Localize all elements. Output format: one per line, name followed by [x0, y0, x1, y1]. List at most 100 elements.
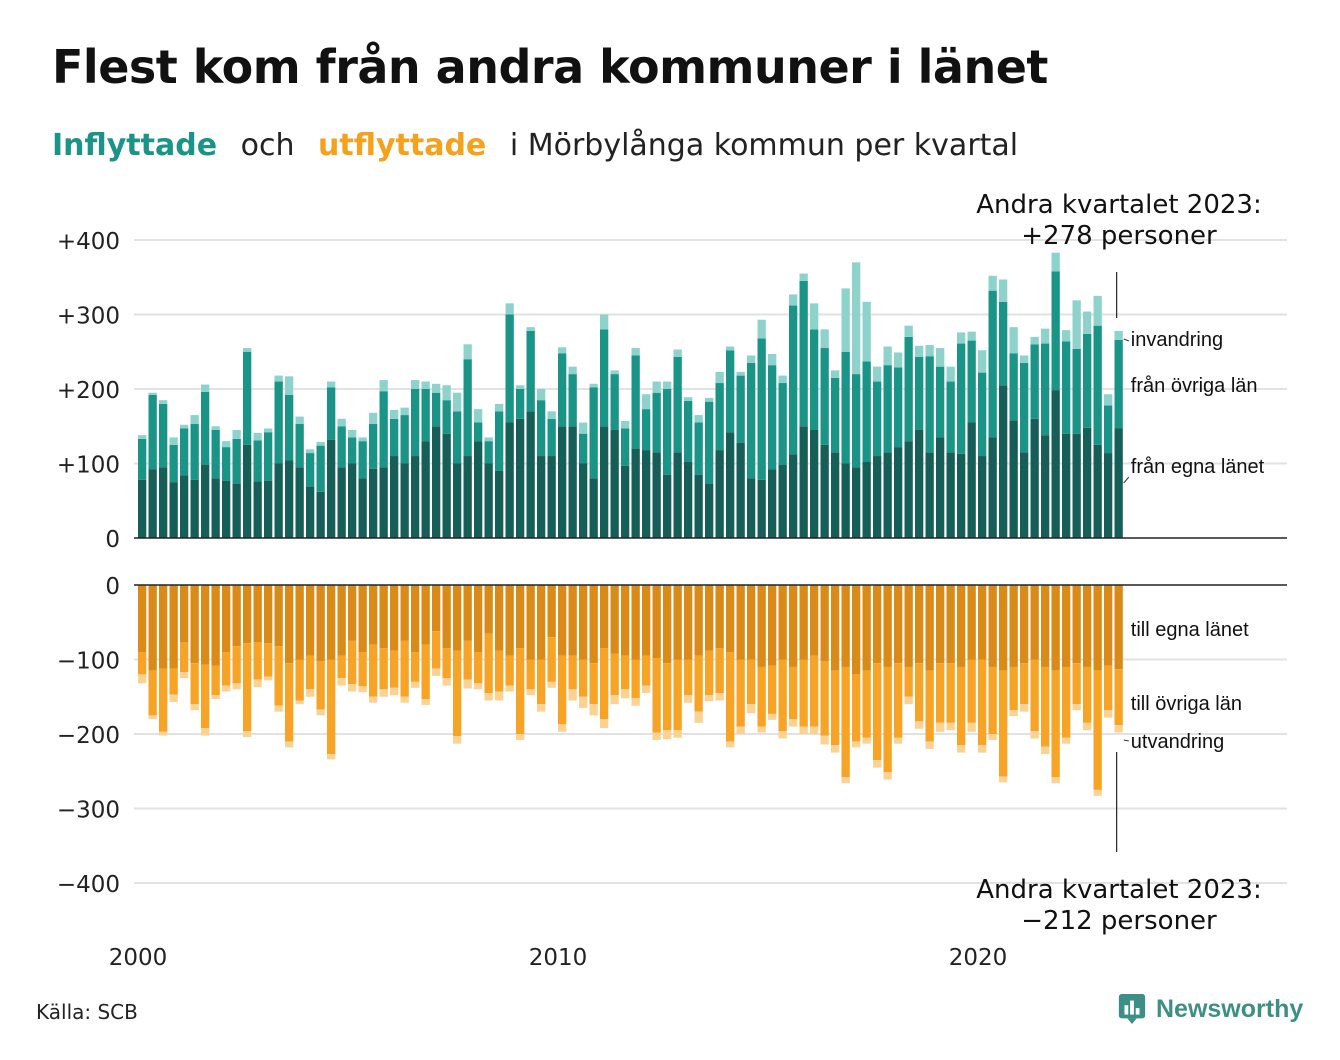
bar-utflyttade-till-egna-lanet: [190, 585, 199, 664]
bar-utflyttade-utvandring: [138, 674, 147, 684]
bar-inflyttade-fran-ovriga-lan: [316, 445, 325, 492]
bar-utflyttade-till-ovriga-lan: [999, 670, 1008, 777]
bar-inflyttade-fran-egna-lanet: [201, 464, 210, 538]
bar-inflyttade-fran-egna-lanet: [327, 439, 336, 538]
bar-inflyttade-fran-egna-lanet: [999, 385, 1008, 538]
bar-utflyttade-till-egna-lanet: [925, 585, 934, 671]
bar-utflyttade-till-ovriga-lan: [148, 670, 157, 716]
bar-utflyttade-till-ovriga-lan: [285, 663, 294, 742]
bar-utflyttade-utvandring: [652, 732, 661, 740]
bar-inflyttade-invandring: [925, 345, 934, 357]
bar-utflyttade-till-ovriga-lan: [537, 659, 546, 705]
bar-inflyttade-fran-egna-lanet: [432, 426, 441, 538]
bar-inflyttade-fran-egna-lanet: [726, 432, 735, 538]
bar-utflyttade-till-egna-lanet: [978, 585, 987, 660]
bar-inflyttade-fran-egna-lanet: [1051, 390, 1060, 538]
bar-inflyttade-fran-ovriga-lan: [190, 424, 199, 480]
x-tick-label: 2000: [109, 945, 168, 971]
y-tick-label-top: +300: [57, 304, 120, 330]
bar-inflyttade-fran-ovriga-lan: [379, 391, 388, 468]
bar-utflyttade-till-egna-lanet: [1114, 585, 1123, 670]
y-tick-label-top: +200: [57, 378, 120, 404]
bar-utflyttade-till-ovriga-lan: [1093, 670, 1102, 790]
bar-utflyttade-till-ovriga-lan: [894, 663, 903, 738]
bar-utflyttade-till-ovriga-lan: [1030, 659, 1039, 732]
bar-utflyttade-till-egna-lanet: [159, 585, 168, 669]
y-tick-label-bottom: 0: [105, 574, 120, 600]
bar-utflyttade-utvandring: [873, 760, 882, 768]
bar-inflyttade-fran-egna-lanet: [589, 478, 598, 538]
bar-inflyttade-invandring: [558, 347, 567, 354]
bar-utflyttade-till-ovriga-lan: [967, 659, 976, 723]
bar-inflyttade-fran-ovriga-lan: [925, 356, 934, 453]
bar-utflyttade-till-ovriga-lan: [169, 668, 178, 695]
bar-inflyttade-fran-ovriga-lan: [957, 343, 966, 454]
bar-utflyttade-utvandring: [253, 679, 262, 688]
bar-utflyttade-utvandring: [306, 689, 315, 697]
bar-inflyttade-invandring: [684, 397, 693, 401]
bar-inflyttade-invandring: [715, 371, 724, 384]
bar-utflyttade-till-ovriga-lan: [705, 650, 714, 696]
bar-utflyttade-till-ovriga-lan: [1051, 670, 1060, 778]
bar-inflyttade-fran-egna-lanet: [180, 475, 189, 538]
bar-inflyttade-invandring: [211, 426, 220, 430]
bar-utflyttade-till-egna-lanet: [967, 585, 976, 660]
bar-utflyttade-till-ovriga-lan: [526, 659, 535, 690]
bar-inflyttade-fran-egna-lanet: [390, 456, 399, 538]
bar-inflyttade-fran-ovriga-lan: [484, 441, 493, 464]
bar-utflyttade-till-egna-lanet: [642, 585, 651, 656]
bar-utflyttade-till-ovriga-lan: [820, 660, 829, 736]
bar-utflyttade-till-egna-lanet: [873, 585, 882, 664]
bar-utflyttade-utvandring: [316, 709, 325, 716]
bar-utflyttade-till-ovriga-lan: [442, 648, 451, 679]
bar-utflyttade-utvandring: [264, 676, 273, 681]
bar-inflyttade-fran-egna-lanet: [421, 441, 430, 538]
bar-inflyttade-fran-ovriga-lan: [516, 389, 525, 419]
bar-utflyttade-utvandring: [442, 678, 451, 686]
bar-inflyttade-fran-ovriga-lan: [1062, 341, 1071, 434]
bar-inflyttade-fran-egna-lanet: [915, 429, 924, 538]
bar-inflyttade-invandring: [694, 415, 703, 423]
bar-inflyttade-invandring: [757, 319, 766, 339]
bar-utflyttade-utvandring: [726, 741, 735, 748]
bar-inflyttade-fran-ovriga-lan: [673, 356, 682, 453]
bar-utflyttade-utvandring: [1114, 725, 1123, 733]
bar-utflyttade-utvandring: [936, 722, 945, 732]
bar-inflyttade-invandring: [1083, 311, 1092, 334]
subtitle-utflyttade: utflyttade: [318, 128, 487, 163]
bar-utflyttade-till-egna-lanet: [379, 585, 388, 649]
bar-utflyttade-till-ovriga-lan: [190, 663, 199, 705]
bar-utflyttade-utvandring: [379, 689, 388, 697]
bar-inflyttade-invandring: [316, 441, 325, 446]
bar-inflyttade-invandring: [474, 409, 483, 423]
bar-inflyttade-fran-egna-lanet: [316, 491, 325, 538]
y-tick-label-bottom: −300: [57, 798, 120, 824]
bar-inflyttade-fran-ovriga-lan: [148, 394, 157, 470]
bar-inflyttade-fran-ovriga-lan: [264, 432, 273, 481]
bar-utflyttade-till-egna-lanet: [264, 585, 273, 644]
bar-inflyttade-invandring: [999, 279, 1008, 302]
bar-inflyttade-invandring: [201, 384, 210, 392]
bar-inflyttade-fran-egna-lanet: [190, 479, 199, 538]
bar-utflyttade-utvandring: [558, 724, 567, 732]
bar-utflyttade-till-egna-lanet: [253, 585, 262, 643]
bar-utflyttade-till-egna-lanet: [936, 585, 945, 664]
bar-inflyttade-fran-ovriga-lan: [400, 415, 409, 464]
bar-utflyttade-till-egna-lanet: [348, 585, 357, 641]
bar-utflyttade-till-egna-lanet: [999, 585, 1008, 671]
bar-inflyttade-fran-ovriga-lan: [789, 305, 798, 455]
bar-utflyttade-till-ovriga-lan: [841, 666, 850, 778]
bar-inflyttade-fran-ovriga-lan: [180, 428, 189, 476]
bar-inflyttade-invandring: [358, 437, 367, 442]
bar-utflyttade-till-egna-lanet: [369, 585, 378, 645]
bar-inflyttade-fran-egna-lanet: [789, 454, 798, 538]
annotation-top-line2: +278 personer: [1021, 221, 1217, 251]
bar-utflyttade-utvandring: [211, 695, 220, 699]
bar-inflyttade-fran-ovriga-lan: [799, 280, 808, 427]
bar-inflyttade-invandring: [390, 409, 399, 419]
bar-utflyttade-till-egna-lanet: [295, 585, 304, 660]
bar-utflyttade-till-ovriga-lan: [715, 648, 724, 694]
bar-utflyttade-till-egna-lanet: [463, 585, 472, 641]
bar-utflyttade-till-ovriga-lan: [810, 655, 819, 727]
bar-utflyttade-utvandring: [673, 730, 682, 738]
